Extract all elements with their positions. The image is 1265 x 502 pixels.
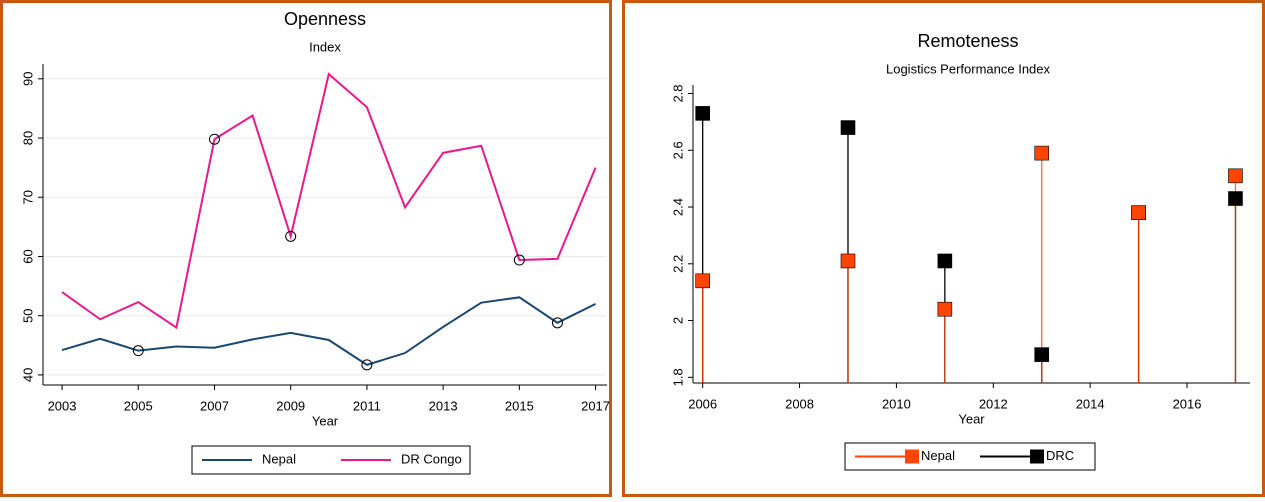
y-tick-label: 70 — [20, 190, 35, 204]
x-tick-label: 2014 — [1076, 396, 1105, 411]
x-tick-label: 2008 — [785, 396, 814, 411]
point-marker — [1228, 168, 1243, 184]
legend-label: Nepal — [262, 451, 296, 466]
point-marker — [1034, 347, 1050, 362]
point-marker — [1034, 145, 1050, 161]
point-marker — [208, 133, 220, 145]
chart-subtitle: Index — [309, 39, 341, 54]
point-marker — [695, 273, 710, 289]
x-tick-label: 2017 — [581, 398, 610, 413]
y-tick-label: 2.8 — [670, 84, 685, 102]
x-axis-title: Year — [312, 413, 339, 428]
x-tick-label: 2015 — [505, 398, 534, 413]
y-tick-label: 2.4 — [670, 198, 685, 216]
legend-label: DRC — [1046, 448, 1074, 463]
point-marker — [695, 106, 710, 121]
x-tick-label: 2012 — [979, 396, 1008, 411]
y-tick-label: 90 — [20, 72, 35, 86]
point-marker — [1131, 205, 1146, 221]
legend-label: Nepal — [921, 448, 955, 463]
y-tick-label: 60 — [20, 249, 35, 263]
x-tick-label: 2011 — [353, 398, 381, 413]
x-tick-label: 2009 — [276, 398, 305, 413]
x-tick-label: 2006 — [688, 396, 717, 411]
y-tick-label: 50 — [20, 308, 35, 322]
y-tick-label: 2.6 — [670, 141, 685, 159]
x-tick-label: 2003 — [48, 398, 77, 413]
panel-frame — [0, 0, 612, 497]
x-tick-label: 2010 — [882, 396, 911, 411]
x-tick-label: 2007 — [200, 398, 229, 413]
series-line — [61, 72, 597, 330]
point-marker — [840, 120, 856, 135]
x-tick-label: 2013 — [429, 398, 458, 413]
point-marker — [285, 230, 297, 242]
chart-title: Openness — [284, 9, 366, 29]
legend-label: DR Congo — [401, 451, 462, 466]
point-marker — [132, 345, 144, 357]
point-marker — [840, 253, 856, 269]
chart-subtitle: Logistics Performance Index — [886, 61, 1051, 76]
series-line — [61, 296, 597, 366]
y-tick-label: 2.2 — [670, 255, 685, 273]
point-marker — [361, 359, 373, 371]
point-marker — [513, 254, 525, 266]
point-marker — [551, 317, 563, 329]
y-tick-label: 80 — [20, 131, 35, 145]
x-tick-label: 2016 — [1173, 396, 1202, 411]
point-marker — [937, 301, 953, 317]
point-marker — [1228, 191, 1243, 206]
legend-swatch — [905, 449, 919, 464]
x-tick-label: 2005 — [124, 398, 153, 413]
point-marker — [937, 253, 953, 269]
legend-swatch — [1030, 449, 1044, 464]
y-tick-label: 40 — [20, 368, 35, 382]
panel-frame — [622, 0, 1265, 497]
chart-title: Remoteness — [917, 31, 1018, 51]
y-tick-label: 1.8 — [670, 368, 685, 386]
x-axis-title: Year — [958, 411, 985, 426]
y-tick-label: 2 — [670, 317, 685, 324]
